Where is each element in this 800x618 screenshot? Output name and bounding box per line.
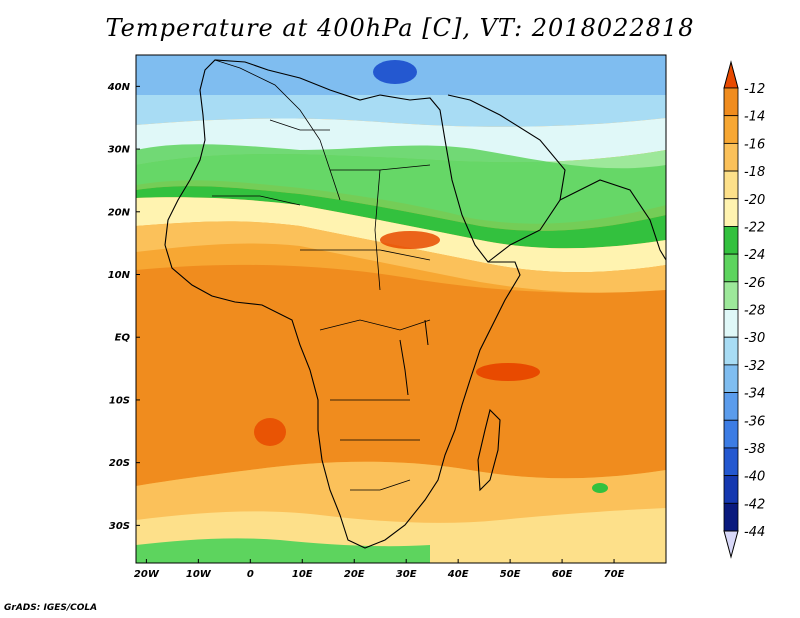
colorbar-label: -24: [744, 248, 765, 263]
colorbar-swatch: [723, 364, 739, 393]
cool-spot: [592, 483, 608, 493]
lon-tick-label: 70E: [604, 569, 625, 580]
colorbar-label: -20: [744, 193, 765, 208]
colorbar-label: -12: [744, 82, 765, 97]
colorbar-swatch: [723, 419, 739, 449]
map-frame: [135, 54, 667, 564]
country-borders: [212, 59, 431, 491]
colorbar-swatch: [723, 447, 739, 477]
colorbar-swatch: [723, 115, 739, 144]
colorbar-label: -18: [744, 165, 765, 180]
colorbar: -12 -14 -16 -18 -20 -22 -24 -26 -28 -30 -32 -34 -36 -…: [723, 60, 765, 559]
lon-tick-label: 0: [247, 569, 254, 580]
lat-tick-label: EQ: [115, 333, 131, 344]
lon-tick-label: 60E: [552, 569, 573, 580]
coastlines: [164, 59, 666, 549]
hotspot-atlantic: [254, 418, 286, 446]
colorbar-swatch: [723, 142, 739, 172]
lon-tick-label: 50E: [500, 569, 521, 580]
field-band-south-green: [136, 538, 430, 563]
colorbar-swatch: [723, 226, 739, 255]
lon-tick-label: 20W: [134, 569, 160, 580]
colorbar-label: -32: [744, 359, 765, 374]
colorbar-bottom-arrow: [723, 530, 739, 559]
lat-tick-label: 10N: [108, 270, 131, 281]
colorbar-label: -34: [744, 387, 765, 402]
colorbar-swatch: [723, 336, 739, 366]
colorbar-swatch: [723, 281, 739, 310]
colorbar-label: -22: [744, 220, 765, 235]
lon-tick-label: 30E: [396, 569, 417, 580]
colorbar-label: -30: [744, 331, 765, 346]
colorbar-label: -44: [744, 525, 765, 540]
colorbar-swatch: [723, 502, 739, 532]
lat-tick-label: 40N: [107, 82, 131, 93]
field-band-blue: [136, 95, 666, 127]
colorbar-swatch: [723, 170, 739, 200]
colorbar-label: -36: [744, 414, 765, 429]
hotspot-indian-ocean: [476, 363, 540, 381]
field-band-orange: [136, 264, 666, 486]
colorbar-swatch: [723, 198, 739, 227]
lat-tick-label: 20N: [108, 207, 131, 218]
colorbar-label: -16: [744, 137, 765, 152]
colorbar-swatch: [723, 392, 739, 421]
field-band-green: [136, 144, 666, 231]
colorbar-swatch: [723, 309, 739, 338]
lat-tick-label: 30S: [109, 521, 130, 532]
colorbar-label: -42: [744, 497, 765, 512]
colorbar-swatch: [723, 253, 739, 283]
colorbar-label: -14: [744, 110, 765, 125]
longitude-ticks: 20W 10W 0 10E 20E 30E 40E 50E 60E 70E: [134, 559, 625, 580]
lon-tick-label: 10W: [186, 569, 212, 580]
lat-tick-label: 20S: [109, 458, 130, 469]
rift-lakes: [399, 319, 429, 396]
hotspot-sudan: [380, 231, 440, 249]
colorbar-swatch: [723, 87, 739, 117]
lon-tick-label: 20E: [344, 569, 365, 580]
colorbar-label: -26: [744, 276, 765, 291]
temperature-field: [136, 55, 666, 563]
lon-tick-label: 40E: [447, 569, 469, 580]
latitude-ticks: 40N 30N 20N 10N EQ 10S 20S 30S: [107, 82, 140, 532]
grads-credit: GrADS: IGES/COLA: [4, 603, 98, 613]
colorbar-label: -40: [744, 470, 765, 485]
colorbar-top-arrow: [723, 60, 739, 89]
asia-coast: [559, 179, 666, 261]
map-title: Temperature at 400hPa [C], VT: 201802281…: [105, 14, 695, 42]
coldspot-north: [373, 60, 417, 84]
lat-tick-label: 10S: [109, 395, 130, 406]
lon-tick-label: 10E: [292, 569, 313, 580]
colorbar-label: -28: [744, 304, 765, 319]
arabia-coast: [447, 94, 566, 263]
lat-tick-label: 30N: [108, 145, 131, 156]
field-band-yellow: [136, 221, 666, 293]
madagascar: [477, 408, 501, 492]
colorbar-swatch: [723, 475, 739, 504]
africa-coast: [164, 59, 521, 549]
colorbar-label: -38: [744, 442, 765, 457]
